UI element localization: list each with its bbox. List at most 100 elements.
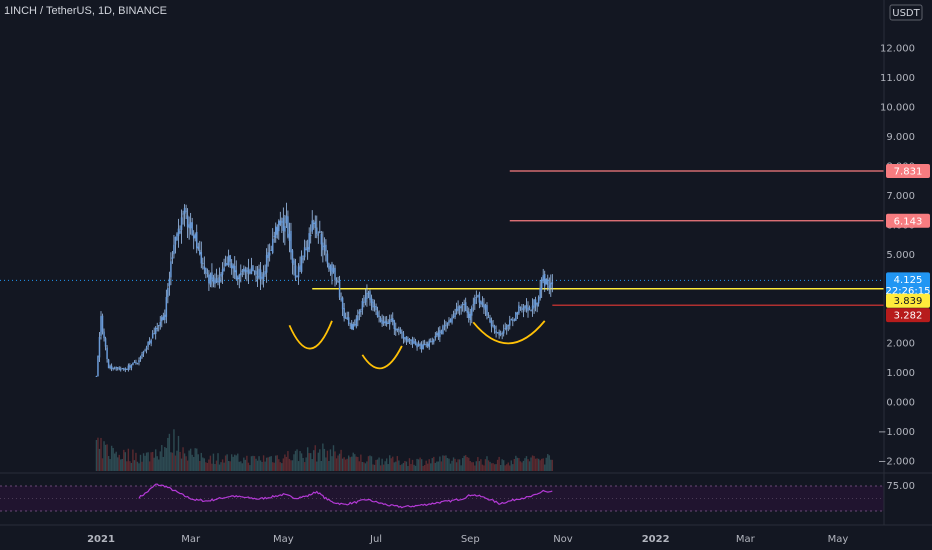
y-tick-label: −2.000 bbox=[878, 457, 915, 468]
volume-bar bbox=[373, 464, 376, 471]
volume-bar bbox=[430, 463, 432, 471]
candle-body bbox=[550, 282, 552, 289]
candle-body bbox=[385, 321, 388, 325]
candle-body bbox=[235, 270, 237, 280]
volume-bar bbox=[358, 461, 361, 471]
x-tick-label: Sep bbox=[461, 534, 480, 545]
candle-body bbox=[258, 268, 260, 278]
candle-body bbox=[408, 338, 411, 341]
volume-bar bbox=[542, 458, 544, 471]
candle-body bbox=[188, 224, 190, 229]
y-tick-label: 9.000 bbox=[886, 132, 915, 143]
candle-body bbox=[167, 287, 169, 297]
volume-bar bbox=[465, 455, 467, 471]
candle-body bbox=[126, 368, 128, 370]
volume-bar bbox=[185, 456, 187, 471]
volume-bar bbox=[151, 451, 154, 471]
volume-bar bbox=[218, 464, 221, 471]
volume-bar bbox=[422, 465, 424, 471]
candle-body bbox=[253, 270, 256, 272]
volume-bar bbox=[481, 464, 484, 471]
candle-body bbox=[98, 336, 101, 358]
volume-bar bbox=[240, 461, 242, 471]
candle-body bbox=[200, 252, 203, 264]
candle-body bbox=[312, 222, 315, 224]
candle-body bbox=[121, 368, 124, 370]
candle-body bbox=[474, 298, 476, 305]
candle-body bbox=[334, 267, 336, 280]
volume-bar bbox=[180, 458, 183, 471]
volume-bar bbox=[475, 461, 478, 471]
volume-bar bbox=[524, 458, 526, 471]
candle-body bbox=[322, 242, 324, 251]
volume-bar bbox=[117, 457, 119, 471]
candle-body bbox=[442, 326, 444, 335]
volume-bar bbox=[287, 451, 289, 471]
candle-body bbox=[302, 258, 304, 260]
candle-body bbox=[457, 306, 459, 311]
candle-body bbox=[197, 246, 200, 250]
volume-bar bbox=[457, 459, 459, 471]
volume-bar bbox=[212, 453, 215, 471]
support-price-tag-text: 3.282 bbox=[894, 311, 923, 322]
candle-body bbox=[548, 285, 551, 289]
candle-body bbox=[106, 347, 108, 360]
candle-body bbox=[407, 339, 409, 342]
candle-body bbox=[481, 302, 484, 305]
candle-body bbox=[297, 266, 300, 278]
volume-bar bbox=[396, 456, 399, 471]
candle-body bbox=[246, 270, 248, 272]
candle-body bbox=[208, 274, 210, 284]
candle-body bbox=[303, 247, 306, 258]
candle-body bbox=[379, 318, 382, 322]
candle-body bbox=[205, 268, 207, 274]
candle-body bbox=[335, 279, 338, 282]
volume-bar bbox=[97, 437, 99, 471]
volume-bar bbox=[509, 465, 511, 471]
candle-body bbox=[270, 249, 272, 251]
candle-body bbox=[480, 300, 482, 305]
volume-bar bbox=[445, 455, 447, 471]
candle-body bbox=[410, 339, 412, 341]
volume-bar bbox=[103, 441, 105, 471]
candle-body bbox=[247, 267, 250, 274]
volume-bar bbox=[255, 458, 257, 471]
candle-body bbox=[443, 325, 446, 327]
volume-bar bbox=[267, 457, 269, 471]
candle-body bbox=[308, 233, 310, 250]
volume-bar bbox=[261, 461, 263, 471]
candle-body bbox=[191, 222, 193, 236]
volume-bar bbox=[392, 456, 394, 471]
volume-bar bbox=[170, 452, 172, 471]
candle-body bbox=[378, 315, 380, 318]
volume-bar bbox=[334, 451, 336, 471]
candle-body bbox=[103, 331, 105, 339]
volume-bar bbox=[480, 459, 482, 471]
x-tick-label: 2021 bbox=[87, 534, 115, 545]
candle-body bbox=[211, 272, 213, 280]
candle-body bbox=[419, 343, 421, 346]
volume-bar bbox=[313, 450, 315, 471]
candle-body bbox=[287, 216, 289, 238]
candle-body bbox=[499, 333, 502, 335]
volume-bar bbox=[370, 456, 373, 471]
candle-body bbox=[367, 292, 370, 294]
volume-bar bbox=[109, 459, 111, 471]
volume-bar bbox=[536, 458, 538, 471]
volume-bar bbox=[340, 449, 342, 471]
volume-bar bbox=[208, 459, 210, 471]
candle-body bbox=[110, 365, 113, 369]
volume-bar bbox=[167, 437, 169, 471]
volume-bar bbox=[490, 463, 493, 471]
volume-bar bbox=[344, 459, 347, 471]
volume-bar bbox=[268, 456, 271, 471]
volume-bar bbox=[425, 460, 427, 471]
volume-bar bbox=[518, 458, 520, 471]
candle-body bbox=[194, 234, 196, 239]
candle-body bbox=[355, 318, 358, 327]
volume-bar bbox=[469, 461, 471, 471]
volume-bar bbox=[326, 450, 329, 471]
candle-body bbox=[530, 309, 532, 311]
candle-body bbox=[132, 362, 134, 366]
